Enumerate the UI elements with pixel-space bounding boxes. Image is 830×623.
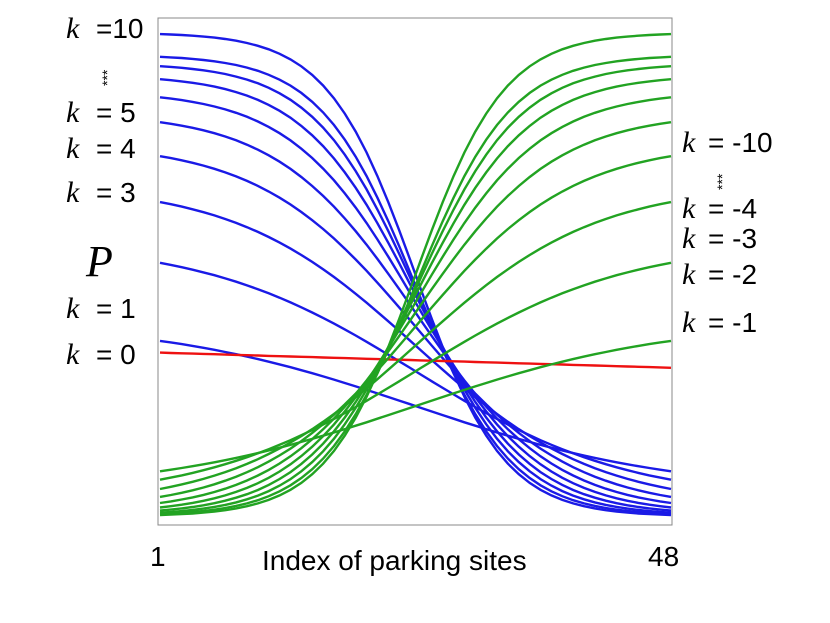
right-k-label-neg10: k = -10 — [682, 126, 773, 159]
left-k-label-1: k = 1 — [66, 292, 136, 325]
left-k-label-5: k = 5 — [66, 96, 136, 129]
k-symbol: k — [66, 132, 80, 165]
k-value: = 0 — [96, 339, 136, 370]
series-line-kneg1 — [159, 339, 672, 473]
series-layer — [159, 32, 672, 517]
left-k-label-3: k = 3 — [66, 176, 136, 209]
k-value: = -4 — [708, 193, 757, 224]
series-line-kneg3 — [159, 200, 672, 491]
series-line-kneg2 — [159, 261, 672, 481]
k-value: = 4 — [96, 133, 136, 164]
k-symbol: k — [682, 222, 696, 255]
series-line-kneg8 — [159, 65, 672, 514]
k-symbol: k — [682, 126, 696, 159]
k-symbol: k — [66, 292, 80, 325]
right-k-label-neg3: k = -3 — [682, 222, 757, 255]
k-symbol: k — [66, 12, 80, 45]
k-symbol: k — [66, 96, 80, 129]
x-tick-label-last: 48 — [648, 541, 679, 572]
x-axis-label: Index of parking sites — [262, 545, 527, 576]
series-line-kneg9 — [159, 55, 672, 516]
plot-frame — [157, 17, 673, 526]
right-k-label-neg1: k = -1 — [682, 306, 757, 339]
k-value: =10 — [96, 13, 144, 44]
k-value: = -10 — [708, 127, 773, 158]
left-k-label-4: k = 4 — [66, 132, 136, 165]
k-value: = 3 — [96, 177, 136, 208]
series-line-kneg4 — [159, 155, 672, 499]
left-ellipsis: *** — [99, 69, 115, 86]
left-k-label-10: k =10 — [66, 12, 144, 45]
series-line-kneg7 — [159, 78, 672, 512]
right-k-label-neg2: k = -2 — [682, 258, 757, 291]
k-value: = -1 — [708, 307, 757, 338]
k-symbol: k — [682, 306, 696, 339]
k-value: = 1 — [96, 293, 136, 324]
left-k-label-0: k = 0 — [66, 338, 136, 371]
series-line-kneg6 — [159, 96, 672, 509]
series-line-kneg5 — [159, 121, 672, 505]
x-tick-label-first: 1 — [150, 541, 166, 572]
right-ellipsis: *** — [714, 173, 730, 190]
k-symbol: k — [66, 176, 80, 209]
k-symbol: k — [66, 338, 80, 371]
k-symbol: k — [682, 258, 696, 291]
k-symbol: k — [682, 192, 696, 225]
series-line-kneg10 — [159, 32, 672, 517]
series-line-k0 — [159, 351, 672, 369]
right-k-label-neg4: k = -4 — [682, 192, 757, 225]
k-value: = -2 — [708, 259, 757, 290]
k-value: = 5 — [96, 97, 136, 128]
y-axis-label: P — [85, 237, 113, 286]
k-value: = -3 — [708, 223, 757, 254]
